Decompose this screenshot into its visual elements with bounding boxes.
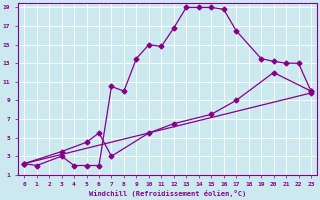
X-axis label: Windchill (Refroidissement éolien,°C): Windchill (Refroidissement éolien,°C)	[89, 190, 246, 197]
